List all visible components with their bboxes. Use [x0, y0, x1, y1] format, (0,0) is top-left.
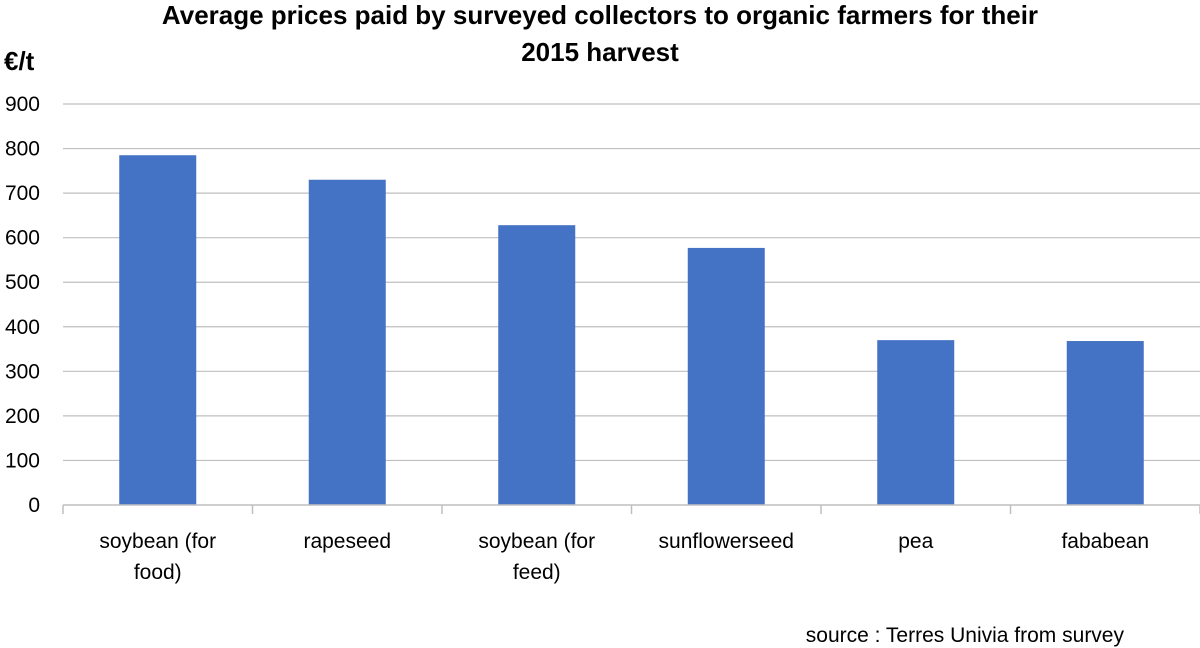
- x-tick-label: food): [134, 561, 182, 584]
- x-tick-label: rapeseed: [303, 530, 391, 553]
- x-tick-label: pea: [898, 530, 933, 553]
- bar: [877, 340, 955, 505]
- x-tick-label: feed): [513, 561, 561, 584]
- y-tick-label: 300: [5, 360, 40, 383]
- bar: [1066, 341, 1144, 505]
- y-tick-label: 800: [5, 138, 40, 161]
- y-tick-label: 500: [5, 271, 40, 294]
- chart-title-line-1: Average prices paid by surveyed collecto…: [162, 0, 1038, 30]
- x-tick-label: soybean (for: [478, 530, 595, 553]
- x-tick-label: soybean (for: [99, 530, 216, 553]
- bar: [687, 247, 765, 506]
- y-tick-label: 900: [5, 93, 40, 116]
- bar: [498, 225, 576, 506]
- x-tick-label: fababean: [1061, 530, 1149, 553]
- y-axis-label: €/t: [4, 46, 35, 76]
- y-tick-label: 600: [5, 227, 40, 250]
- axes: [62, 504, 1200, 514]
- bar: [119, 155, 197, 505]
- bars: [119, 155, 1144, 506]
- chart-title-line-2: 2015 harvest: [521, 37, 679, 67]
- x-tick-labels: soybean (for food) rapeseed soybean (for fee…: [99, 530, 1149, 584]
- y-tick-label: 0: [28, 494, 40, 517]
- x-tick-label: sunflowerseed: [659, 530, 794, 553]
- gridlines: [63, 103, 1200, 462]
- y-tick-label: 700: [5, 182, 40, 205]
- source-note: source : Terres Univia from survey: [806, 624, 1125, 647]
- y-tick-label: 100: [5, 449, 40, 472]
- bar: [308, 179, 386, 505]
- y-tick-label: 200: [5, 405, 40, 428]
- y-tick-labels: 0 100 200 300 400 500 600 700 800 900: [5, 93, 40, 517]
- y-tick-label: 400: [5, 316, 40, 339]
